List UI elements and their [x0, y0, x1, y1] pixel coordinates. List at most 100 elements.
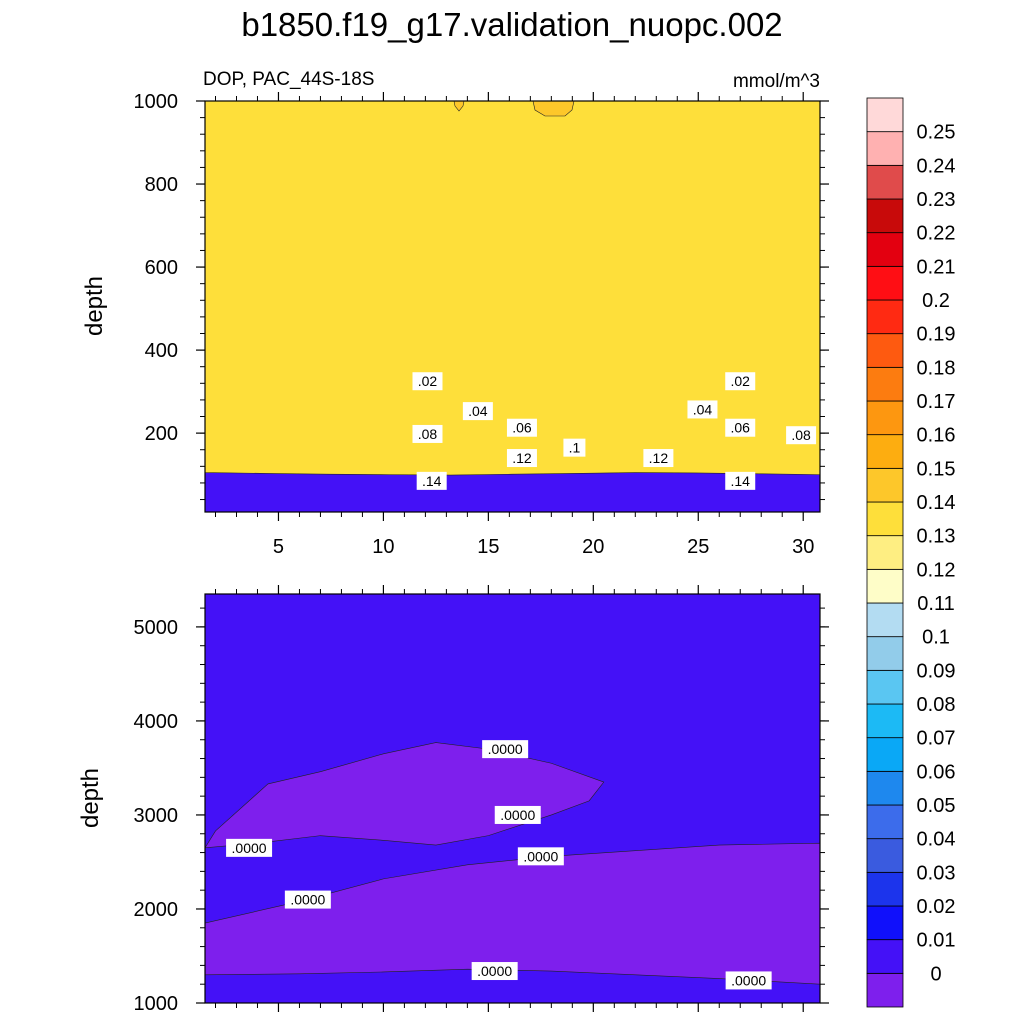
colorbar-label: 0.11 — [917, 593, 954, 615]
contour-label-text: .14 — [422, 473, 442, 489]
contour-label: .0000 — [471, 962, 518, 981]
colorbar-swatch — [866, 939, 904, 974]
colorbar-swatch — [866, 905, 904, 941]
contour-label: .02 — [725, 372, 756, 391]
contour-label-box — [725, 471, 756, 490]
contour-label-text: .04 — [693, 401, 713, 417]
contour-label: .1 — [563, 438, 586, 457]
contour-label-box — [226, 838, 273, 857]
y-tick-label: 600 — [145, 257, 178, 279]
colorbar-swatch — [866, 804, 904, 840]
contour-label-text: .0000 — [731, 972, 766, 988]
plot-frame — [204, 593, 821, 1004]
contour-label: .0000 — [494, 805, 541, 824]
colorbar-label: 0.1 — [922, 627, 950, 649]
upper-fill: .14 .14 .12 .12 .1 .08 .08 .06 .06 .04 .04 .02 .02 — [205, 101, 820, 512]
colorbar-label: 0.2 — [922, 290, 950, 312]
colorbar-label: 0.18 — [917, 357, 956, 379]
contour-label: .0000 — [517, 847, 564, 866]
colorbar-swatch — [866, 97, 904, 133]
colorbar-swatch — [866, 770, 904, 806]
colorbar-label: 0.05 — [917, 795, 956, 817]
contour-label-text: .08 — [791, 427, 811, 443]
colorbar-label: 0.23 — [917, 189, 956, 211]
contour-label: .0000 — [482, 740, 529, 759]
contour-label-text: .0000 — [500, 807, 535, 823]
contour-label-text: .12 — [649, 450, 669, 466]
contour-label-text: .06 — [731, 420, 751, 436]
x-tick-label: 20 — [582, 536, 604, 558]
colorbar-label: 0.04 — [917, 829, 956, 851]
y-tick-label: 200 — [145, 423, 178, 445]
contour-label-text: .02 — [731, 373, 751, 389]
y-tick-label: 4000 — [134, 711, 179, 733]
contour-label-text: .0000 — [523, 848, 558, 864]
x-tick-label: 5 — [273, 536, 284, 558]
contour-label-box — [494, 805, 541, 824]
zero-region — [205, 842, 820, 985]
colorbar-label: 0.24 — [917, 155, 956, 177]
y-tick-label: 1000 — [134, 993, 179, 1015]
colorbar-swatch — [866, 232, 904, 267]
colorbar-swatch — [866, 164, 904, 200]
lower-panel: .0000 .0000 .0000 .0000 .0000 .0000 .0000 1000 2… — [134, 585, 829, 1015]
plot-frame — [204, 100, 821, 513]
lower-fill: .0000 .0000 .0000 .0000 .0000 .0000 .0000 — [205, 594, 820, 1003]
colorbar-label: 0.15 — [917, 458, 956, 480]
contour-label-box — [725, 372, 756, 391]
colorbar-swatch — [866, 568, 904, 604]
contour-label: .08 — [786, 426, 817, 445]
contour-label-text: .0000 — [477, 963, 512, 979]
y-tick-label: 2000 — [134, 899, 179, 921]
colorbar-label: 0.01 — [917, 930, 956, 952]
contour-label-text: .08 — [418, 426, 438, 442]
colorbar-swatch — [866, 333, 904, 368]
x-tick-label: 15 — [477, 536, 499, 558]
contour-label-text: .1 — [569, 440, 581, 456]
x-tick-label: 25 — [687, 536, 709, 558]
colorbar-label: 0.14 — [917, 492, 956, 514]
x-tick-label: 30 — [792, 536, 814, 558]
colorbar-label: 0.06 — [917, 761, 956, 783]
colorbar-swatch — [866, 400, 904, 436]
colorbar-label: 0.13 — [917, 526, 956, 548]
colorbar-swatch — [866, 703, 904, 739]
contour-label: .14 — [416, 471, 447, 490]
contour-label-box — [416, 471, 447, 490]
contour-label-box — [725, 418, 756, 437]
contour-label: .04 — [462, 402, 493, 421]
contour-label: .12 — [643, 449, 674, 468]
band-level-0.14 — [205, 101, 820, 476]
contour-label: .0000 — [725, 971, 772, 990]
colorbar-swatch — [866, 838, 904, 873]
upper-right-label: mmol/m^3 — [733, 71, 820, 92]
contour-label-box — [462, 402, 493, 421]
y-tick-label: 800 — [145, 174, 178, 196]
colorbar-label: 0.21 — [917, 256, 956, 278]
contour-label-box — [786, 426, 817, 445]
colorbar-label: 0.07 — [917, 728, 956, 750]
colorbar-label: 0.08 — [917, 694, 956, 716]
contour-label-box — [284, 890, 331, 909]
contour-label: .0000 — [226, 838, 273, 857]
colorbar-label: 0.12 — [917, 559, 956, 581]
colorbar-swatch — [866, 636, 904, 671]
surface-patch — [532, 101, 575, 117]
colorbar-swatch — [866, 501, 904, 537]
contour-label-box — [563, 438, 586, 457]
colorbar-swatch — [866, 972, 904, 1008]
upper-y-axis-label: depth — [81, 276, 108, 336]
contour-label-box — [471, 962, 518, 981]
colorbar-swatch — [866, 265, 904, 301]
colorbar-swatch — [866, 299, 904, 335]
contour-label: .06 — [725, 418, 756, 437]
colorbar-swatch — [866, 602, 904, 638]
contour-label-text: .0000 — [290, 892, 325, 908]
colorbar-swatch — [866, 366, 904, 402]
surface-patch — [453, 101, 465, 112]
colorbar-label: 0.02 — [917, 896, 956, 918]
lower-y-axis-label: depth — [77, 768, 104, 828]
colorbar-swatch — [866, 131, 904, 166]
contour-label-text: .04 — [468, 403, 488, 419]
